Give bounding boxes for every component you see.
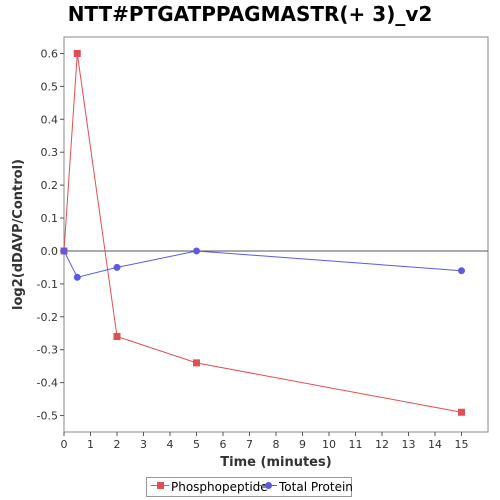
x-tick-label: 4 bbox=[167, 438, 174, 451]
x-tick-label: 5 bbox=[193, 438, 200, 451]
y-tick-label: -0.2 bbox=[37, 311, 58, 324]
data-point-phosphopeptide bbox=[113, 333, 121, 341]
series-group bbox=[60, 49, 465, 416]
y-tick-label: 0.4 bbox=[41, 113, 59, 126]
data-point-total-protein bbox=[193, 247, 200, 255]
legend-label-total-protein: Total Protein bbox=[279, 480, 353, 494]
y-tick-label: 0.5 bbox=[41, 80, 59, 93]
x-tick-label: 10 bbox=[322, 438, 336, 451]
y-tick-label: 0.0 bbox=[41, 245, 59, 258]
legend-marker-circle bbox=[265, 482, 272, 489]
x-tick-label: 11 bbox=[349, 438, 363, 451]
data-point-phosphopeptide bbox=[73, 49, 81, 57]
y-tick-label: -0.3 bbox=[37, 344, 58, 357]
data-point-total-protein bbox=[113, 263, 121, 271]
legend: Phosphopeptide Total Protein bbox=[146, 477, 353, 497]
y-axis-title: log2(dDAVP/Control) bbox=[11, 159, 26, 310]
legend-label-phosphopeptide: Phosphopeptide bbox=[171, 480, 268, 494]
y-tick-label: 0.6 bbox=[41, 47, 59, 60]
x-tick-label: 7 bbox=[246, 438, 253, 451]
y-tick-label: -0.5 bbox=[37, 410, 58, 423]
x-tick-label: 0 bbox=[61, 438, 68, 451]
data-point-phosphopeptide bbox=[193, 359, 200, 367]
x-tick-label: 1 bbox=[87, 438, 94, 451]
chart-title: NTT#PTGATPPAGMASTR(+ 3)_v2 bbox=[67, 2, 433, 26]
y-tick-label: 0.3 bbox=[41, 146, 59, 159]
data-point-total-protein bbox=[73, 273, 81, 281]
y-tick-label: 0.2 bbox=[41, 179, 59, 192]
y-tick-label: 0.1 bbox=[41, 212, 59, 225]
y-tick-label: -0.1 bbox=[37, 278, 58, 291]
x-tick-label: 6 bbox=[220, 438, 227, 451]
x-axis: 0 1 2 3 4 5 6 7 8 9 10 11 12 13 14 15 bbox=[61, 432, 469, 451]
x-tick-label: 12 bbox=[375, 438, 389, 451]
y-tick-label: -0.4 bbox=[37, 377, 58, 390]
x-axis-title: Time (minutes) bbox=[220, 455, 331, 470]
data-point-total-protein bbox=[60, 247, 68, 255]
x-tick-label: 3 bbox=[140, 438, 147, 451]
x-tick-label: 9 bbox=[299, 438, 306, 451]
x-tick-label: 14 bbox=[428, 438, 442, 451]
x-tick-label: 2 bbox=[114, 438, 121, 451]
plot-area bbox=[63, 36, 489, 433]
x-tick-label: 15 bbox=[455, 438, 469, 451]
x-tick-label: 13 bbox=[402, 438, 416, 451]
y-axis: 0.6 0.5 0.4 0.3 0.2 0.1 0.0 -0.1 -0.2 -0.3 -0.4 -0.… bbox=[37, 47, 64, 423]
data-point-phosphopeptide bbox=[458, 408, 465, 416]
x-tick-label: 8 bbox=[273, 438, 280, 451]
legend-marker-square bbox=[157, 482, 164, 489]
data-point-total-protein bbox=[458, 267, 465, 275]
